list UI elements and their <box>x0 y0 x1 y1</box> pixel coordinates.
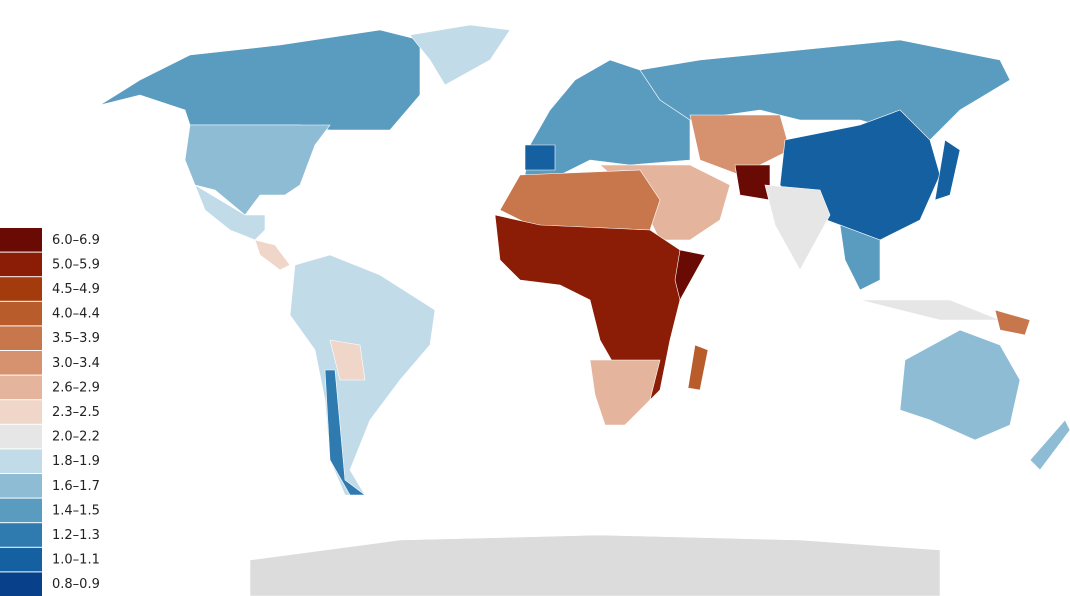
legend-swatch <box>0 400 42 424</box>
afghanistan <box>734 164 771 201</box>
legend-swatch <box>0 523 42 547</box>
spain <box>524 144 556 171</box>
legend-label: 1.4–1.5 <box>52 503 100 518</box>
antarctica <box>249 534 941 596</box>
legend-swatch <box>0 301 42 326</box>
india <box>764 184 831 271</box>
countries <box>99 24 1070 596</box>
legend-label: 4.0–4.4 <box>52 307 100 322</box>
bolivia <box>329 339 366 381</box>
legend-swatch <box>0 277 42 301</box>
australia <box>899 329 1021 441</box>
legend: 6.0–6.9 5.0–5.9 4.5–4.9 4.0–4.4 3.5–3.9 3.0–3… <box>0 228 100 596</box>
papua-new-guinea <box>994 309 1031 336</box>
central-america <box>254 239 291 271</box>
legend-label: 4.5–4.9 <box>52 282 100 297</box>
legend-swatch <box>0 351 42 375</box>
north-africa <box>499 169 661 231</box>
legend-swatch <box>0 498 42 523</box>
legend-swatch <box>0 449 42 473</box>
legend-swatch <box>0 228 42 252</box>
mexico <box>194 184 266 241</box>
japan <box>934 139 961 201</box>
southern-africa <box>589 359 661 426</box>
new-zealand <box>1029 419 1070 471</box>
somalia <box>674 249 706 301</box>
legend-label: 2.6–2.9 <box>52 380 100 395</box>
legend-swatch <box>0 547 42 572</box>
legend-label: 3.5–3.9 <box>52 331 100 346</box>
legend-label: 2.3–2.5 <box>52 405 100 420</box>
usa <box>184 124 331 216</box>
indonesia <box>859 299 1001 321</box>
legend-label: 1.0–1.1 <box>52 553 100 568</box>
central-asia <box>689 114 791 176</box>
legend-swatch <box>0 474 42 498</box>
legend-label: 1.2–1.3 <box>52 528 100 543</box>
legend-label: 1.8–1.9 <box>52 454 100 469</box>
legend-swatch <box>0 252 42 277</box>
greenland <box>409 24 511 86</box>
legend-label: 5.0–5.9 <box>52 257 100 272</box>
southeast-asia <box>839 224 881 291</box>
legend-swatch <box>0 424 42 449</box>
legend-label: 2.0–2.2 <box>52 430 100 445</box>
legend-label: 6.0–6.9 <box>52 233 100 248</box>
legend-swatch <box>0 375 42 400</box>
legend-label: 3.0–3.4 <box>52 356 100 371</box>
canada <box>99 29 421 131</box>
legend-swatch <box>0 572 42 596</box>
legend-swatch <box>0 326 42 350</box>
chile <box>324 369 366 496</box>
legend-label: 1.6–1.7 <box>52 479 100 494</box>
madagascar <box>687 344 709 391</box>
legend-label: 0.8–0.9 <box>52 577 100 592</box>
